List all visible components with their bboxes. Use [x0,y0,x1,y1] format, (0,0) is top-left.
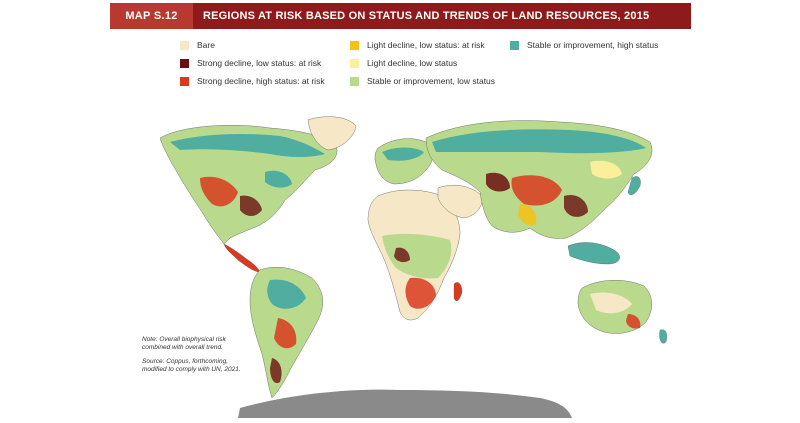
source-line: Source: Coppus, forthcoming, [142,358,228,365]
note-line: combined with overall trend. [142,344,223,351]
legend-label: Stable or improvement, low status [367,76,496,86]
legend-label: Stable or improvement, high status [527,40,659,50]
note-line: Note: Overall biophysical risk [142,336,226,343]
map-title: REGIONS AT RISK BASED ON STATUS AND TREN… [193,3,691,29]
antarctica [238,389,572,418]
legend-swatch [180,76,189,86]
central-america [223,243,261,273]
japan [627,176,641,195]
legend-label: Light decline, low status [367,58,458,68]
greenland [307,116,357,151]
legend-item-bare: Bare [180,40,215,50]
legend-item-strong-decline-high: Strong decline, high status: at risk [180,76,325,86]
legend: Bare Strong decline, low status: at risk… [180,40,680,92]
legend-swatch [350,76,359,86]
legend-item-stable-high: Stable or improvement, high status [510,40,658,50]
map-number-label: MAP S.12 [110,3,193,29]
legend-label: Strong decline, high status: at risk [197,76,325,86]
new-zealand [659,329,667,344]
legend-swatch [510,40,519,50]
legend-swatch [180,58,189,68]
map-header: MAP S.12 REGIONS AT RISK BASED ON STATUS… [110,3,691,29]
legend-item-light-decline-at-risk: Light decline, low status: at risk [350,40,485,50]
legend-label: Strong decline, low status: at risk [197,58,322,68]
madagascar [453,282,463,301]
europe [374,138,433,185]
legend-swatch [350,40,359,50]
middle-east [437,185,483,219]
source-line: modified to comply with UN, 2021. [142,366,241,373]
legend-label: Light decline, low status: at risk [367,40,485,50]
world-map [120,108,680,418]
legend-item-strong-decline-low: Strong decline, low status: at risk [180,58,321,68]
legend-item-stable-low: Stable or improvement, low status [350,76,495,86]
southeast-asia-islands [567,242,620,265]
world-map-svg [159,116,667,418]
legend-label: Bare [197,40,215,50]
legend-item-light-decline-low: Light decline, low status [350,58,457,68]
legend-swatch [180,40,189,50]
legend-swatch [350,58,359,68]
map-note: Note: Overall biophysical risk combined … [142,336,272,374]
